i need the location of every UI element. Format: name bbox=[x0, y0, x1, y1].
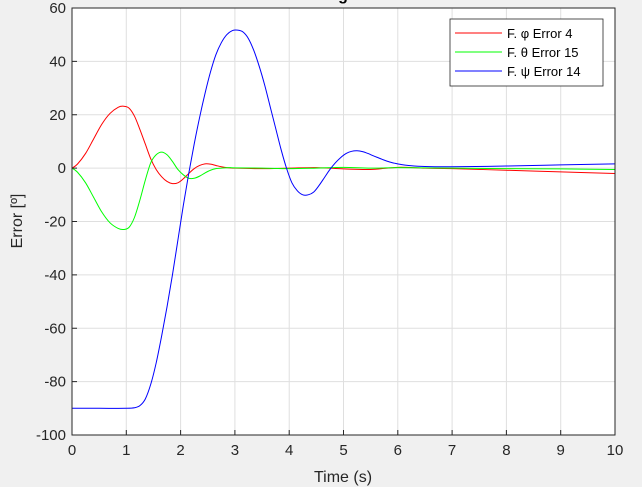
x-tick-label: 10 bbox=[607, 442, 624, 459]
y-tick-label: 60 bbox=[49, 0, 66, 17]
legend-label-3: F. ψ Error 14 bbox=[507, 64, 581, 79]
y-tick-label: 0 bbox=[58, 160, 66, 177]
x-tick-label: 0 bbox=[68, 442, 76, 459]
chart-title: g bbox=[338, 0, 348, 4]
series-line-3 bbox=[71, 29, 616, 409]
y-tick-label: 40 bbox=[49, 53, 66, 70]
legend-label-1: F. φ Error 4 bbox=[507, 26, 573, 41]
x-tick-label: 4 bbox=[285, 442, 293, 459]
x-tick-label: 5 bbox=[339, 442, 347, 459]
series-lines bbox=[71, 29, 616, 409]
series-line-2 bbox=[71, 151, 616, 231]
x-tick-label: 1 bbox=[122, 442, 130, 459]
x-tick-label: 6 bbox=[394, 442, 402, 459]
tick-marks bbox=[71, 7, 616, 436]
x-tick-label: 8 bbox=[502, 442, 510, 459]
y-axis-label: Error [º] bbox=[9, 194, 26, 249]
y-tick-label: -40 bbox=[44, 267, 66, 284]
y-tick-label: -80 bbox=[44, 374, 66, 391]
legend-label-2: F. θ Error 15 bbox=[507, 45, 579, 60]
x-axis-label: Time (s) bbox=[314, 469, 372, 486]
x-tick-labels: 0 1 2 3 4 5 6 7 8 9 10 bbox=[68, 442, 624, 459]
x-tick-label: 3 bbox=[231, 442, 239, 459]
x-tick-label: 9 bbox=[557, 442, 565, 459]
legend: F. φ Error 4 F. θ Error 15 F. ψ Error 14 bbox=[449, 18, 604, 87]
y-tick-label: 20 bbox=[49, 107, 66, 124]
x-tick-label: 7 bbox=[448, 442, 456, 459]
y-tick-label: -20 bbox=[44, 214, 66, 231]
x-tick-label: 2 bbox=[176, 442, 184, 459]
y-tick-labels: 60 40 20 0 -20 -40 -60 -80 -100 bbox=[36, 0, 66, 444]
y-tick-label: -60 bbox=[44, 320, 66, 337]
y-tick-label: -100 bbox=[36, 427, 66, 444]
